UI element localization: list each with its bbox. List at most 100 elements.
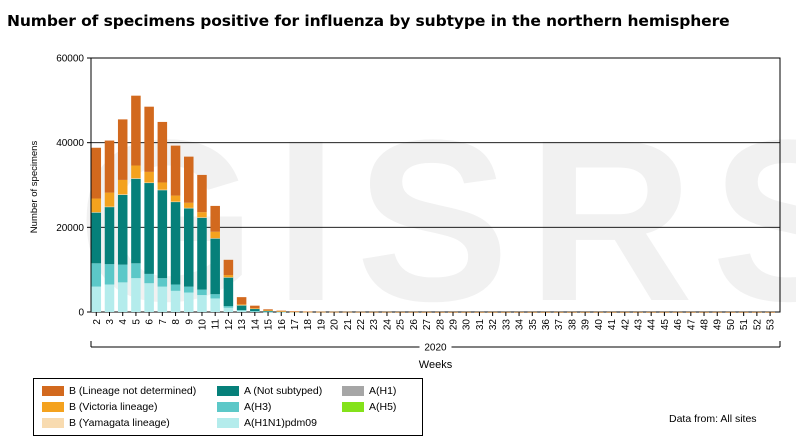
bar-segment <box>104 140 115 193</box>
bar-segment <box>210 205 220 232</box>
bar-segment <box>184 207 194 209</box>
bar-segment <box>117 194 128 195</box>
bar-segment <box>170 290 181 312</box>
x-tick-label: 24 <box>382 319 393 331</box>
y-tick-label: 0 <box>78 308 84 319</box>
x-axis-title: Weeks <box>419 359 453 371</box>
x-tick-label: 40 <box>594 319 605 331</box>
bar-segment <box>263 309 273 311</box>
x-tick-label: 20 <box>330 319 341 331</box>
bar-segment <box>223 306 234 308</box>
legend-label: A(H5) <box>369 401 397 413</box>
legend-item: B (Yamagata lineage) <box>42 417 170 429</box>
bar-segment <box>197 217 207 218</box>
legend-swatch <box>42 386 64 396</box>
bar-segment <box>144 273 154 284</box>
x-tick-label: 13 <box>237 319 248 331</box>
chart-title: Number of specimens positive for influen… <box>7 12 730 30</box>
x-tick-label: 52 <box>752 319 763 331</box>
y-axis-title: Number of specimens <box>29 141 40 234</box>
bar-segment <box>117 194 128 265</box>
bar-segment <box>170 201 181 203</box>
bar-segment <box>223 275 234 278</box>
legend-label: A (Not subtyped) <box>244 385 323 397</box>
x-tick-label: 28 <box>435 319 446 331</box>
x-tick-label: 34 <box>515 319 526 331</box>
bar-segment <box>131 178 141 179</box>
legend-item: A(H5) <box>342 401 396 413</box>
x-tick-label: 21 <box>343 319 354 331</box>
legend-item: B (Lineage not determined) <box>42 385 196 397</box>
x-tick-label: 23 <box>369 319 380 331</box>
bar-segment <box>157 190 168 279</box>
bar-segment <box>104 206 115 208</box>
bar-segment <box>157 182 168 190</box>
x-tick-label: 49 <box>713 319 724 331</box>
bar-segment <box>91 212 102 213</box>
bar-segment <box>184 202 194 208</box>
x-tick-label: 22 <box>356 319 367 331</box>
x-tick-label: 7 <box>158 319 169 325</box>
stacked-bar-chart: GISRS 0 20000 40000 60000 Number of specimen… <box>29 54 796 372</box>
bar-segment <box>197 295 207 312</box>
bar-segment <box>236 310 247 311</box>
x-tick-label: 2 <box>92 319 103 325</box>
x-tick-label: 16 <box>277 319 288 331</box>
x-tick-label: 45 <box>660 319 671 331</box>
x-tick-label: 32 <box>488 319 499 331</box>
y-tick-label: 20000 <box>56 223 84 234</box>
bar-segment <box>117 179 128 195</box>
bar-segment <box>184 156 194 203</box>
x-tick-label: 12 <box>224 319 235 331</box>
bar-segment <box>210 238 220 295</box>
legend-item: A(H3) <box>217 401 271 413</box>
x-tick-label: 25 <box>396 319 407 331</box>
x-tick-label: 36 <box>541 319 552 331</box>
bars-group <box>91 95 775 313</box>
bar-segment <box>250 305 260 309</box>
bar-segment <box>197 217 207 290</box>
bar-segment <box>170 201 181 285</box>
bar-segment <box>250 308 260 312</box>
bar-segment <box>157 189 168 191</box>
year-label: 2020 <box>424 343 447 354</box>
x-tick-label: 5 <box>131 319 142 325</box>
bar-segment <box>104 207 115 265</box>
legend-label: B (Lineage not determined) <box>69 385 197 397</box>
legend-swatch <box>42 402 64 412</box>
bar-segment <box>210 294 220 299</box>
x-tick-label: 14 <box>250 319 261 331</box>
x-tick-label: 38 <box>567 319 578 331</box>
bar-segment <box>276 310 287 312</box>
legend-swatch <box>342 386 364 396</box>
x-tick-label: 6 <box>145 319 156 325</box>
x-tick-label: 30 <box>462 319 473 331</box>
bar-segment <box>276 311 287 312</box>
bar-segment <box>184 286 194 293</box>
bar-segment <box>144 182 154 274</box>
x-tick-label: 44 <box>647 319 658 331</box>
bar-segment <box>131 95 141 166</box>
bar-segment <box>144 283 154 312</box>
bar-segment <box>250 308 260 309</box>
bar-segment <box>236 304 247 306</box>
x-tick-label: 48 <box>700 319 711 331</box>
y-tick-label: 40000 <box>56 138 84 149</box>
x-tick-label: 33 <box>501 319 512 331</box>
bar-segment <box>91 286 102 312</box>
bar-segment <box>144 171 154 183</box>
bar-segment <box>236 297 247 305</box>
legend-swatch <box>217 402 239 412</box>
x-tick-label: 8 <box>171 319 182 325</box>
bar-segment <box>302 311 313 313</box>
bar-segment <box>91 147 102 199</box>
x-tick-label: 31 <box>475 319 486 331</box>
bar-segment <box>210 298 220 312</box>
x-tick-label: 51 <box>739 319 750 331</box>
bar-segment <box>104 192 115 207</box>
bar-segment <box>144 182 154 184</box>
x-tick-label: 37 <box>554 319 565 331</box>
x-tick-label: 18 <box>303 319 314 331</box>
bar-segment <box>91 212 102 264</box>
x-tick-label: 29 <box>449 319 460 331</box>
